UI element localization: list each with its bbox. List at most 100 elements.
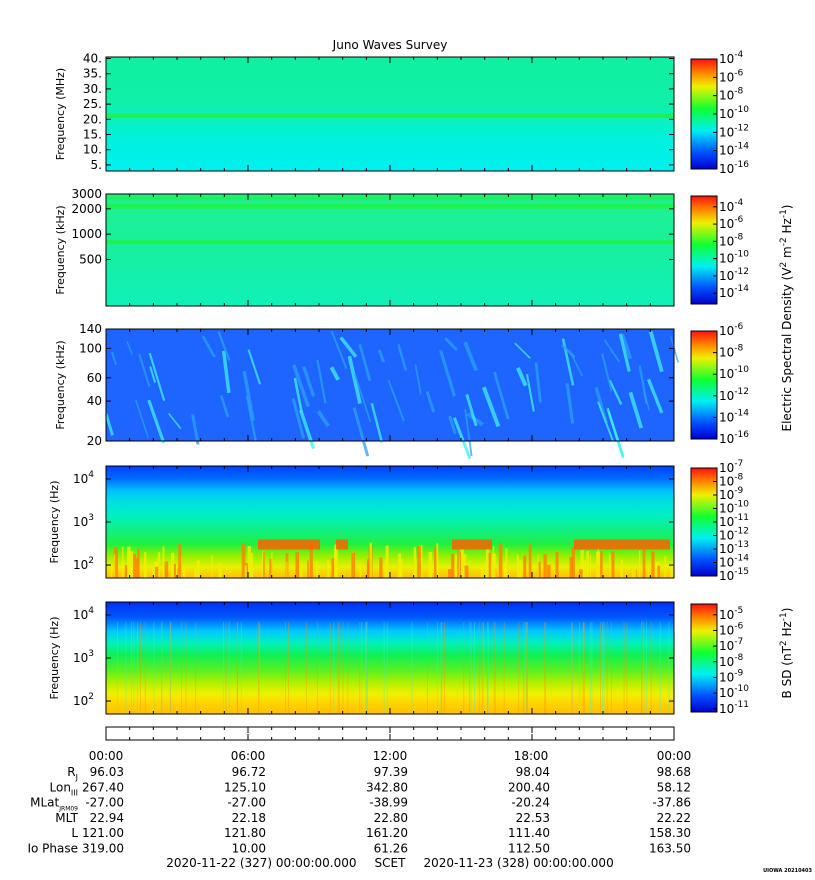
emission-streak: [149, 366, 157, 383]
ephemeris-label: RJ: [67, 765, 78, 782]
emission-streak: [606, 407, 625, 459]
emission-streak: [217, 331, 231, 361]
burst-mark: [335, 552, 337, 578]
y-tick-label: 102: [73, 556, 94, 572]
emission-streak: [293, 377, 303, 413]
burst-mark: [574, 539, 670, 550]
y-tick-label: 10.: [83, 143, 102, 157]
colorbar-tick-label: 10-10: [719, 684, 749, 700]
emission-streak: [370, 403, 384, 443]
burst-mark: [327, 564, 329, 578]
emission-streak: [291, 397, 306, 439]
emission-streak: [358, 343, 372, 382]
burst-mark: [137, 548, 140, 578]
burst-mark: [299, 564, 303, 578]
burst-mark: [498, 542, 503, 578]
ephemeris-label: MLT: [55, 811, 78, 825]
y-tick-label: 60: [87, 371, 102, 385]
panel-mhz: 40.35.30.25.20. 15.10.5. Frequency (MHz) 10…: [54, 50, 749, 176]
y-axis-label: Frequency (Hz): [48, 481, 61, 564]
burst-mark: [135, 557, 139, 578]
ephemeris-value: 121.80: [224, 826, 266, 840]
burst-mark: [417, 545, 421, 578]
burst-mark: [295, 552, 300, 578]
emission-streak: [201, 335, 216, 358]
colorbar-tick-label: 10-8: [719, 87, 744, 103]
burst-mark: [398, 553, 402, 578]
y-tick-label: 5.: [91, 158, 102, 172]
burst-mark: [642, 549, 646, 578]
burst-mark: [220, 569, 223, 578]
colorbar-tick-label: 10-11: [719, 513, 749, 529]
burst-mark: [454, 554, 459, 578]
burst-mark: [537, 561, 541, 578]
colorbar: [690, 195, 718, 305]
burst-mark: [399, 559, 403, 578]
emission-streak: [643, 393, 651, 411]
burst-mark: [434, 547, 437, 578]
y-axis-label: Frequency (Hz): [48, 617, 61, 700]
burst-mark: [448, 569, 452, 578]
burst-mark: [670, 564, 674, 578]
ephemeris-value: -20.24: [511, 796, 550, 810]
burst-mark: [413, 547, 417, 578]
ephemeris-value: -27.00: [85, 796, 124, 810]
scet-range: 2020-11-22 (327) 00:00:00.000 SCET 2020-11…: [166, 856, 613, 870]
ephemeris-label: Io Phase: [27, 842, 78, 856]
emission-streak: [516, 367, 528, 387]
colorbar: [690, 330, 718, 440]
burst-mark: [664, 556, 667, 578]
y-tick-label: 30.: [83, 82, 102, 96]
emission-streak: [565, 383, 575, 424]
burst-mark: [464, 565, 469, 578]
ephemeris-value: 121.00: [82, 826, 124, 840]
ephemeris-value: 22.80: [374, 811, 408, 825]
burst-mark: [152, 567, 154, 578]
emission-streak: [452, 417, 472, 460]
burst-mark: [178, 544, 182, 578]
colorbar-tick-label: 10-10: [719, 365, 749, 381]
burst-mark: [528, 543, 532, 578]
ephemeris-label: MLatJRM09: [30, 796, 78, 813]
y-tick-label: 103: [73, 513, 94, 529]
burst-mark: [175, 567, 177, 578]
colorbar-tick-label: 10-13: [719, 540, 749, 556]
emission-streak: [397, 343, 408, 371]
ephemeris-value: 161.20: [366, 826, 408, 840]
ephemeris-value: 22.18: [232, 811, 266, 825]
burst-mark: [600, 551, 603, 578]
burst-mark: [269, 558, 273, 578]
burst-mark: [485, 549, 490, 578]
ephemeris-value: 10.00: [232, 842, 266, 856]
ephemeris-value: -38.99: [369, 796, 408, 810]
colorbar-tick-label: 10-8: [719, 473, 744, 489]
ephemeris-label: L: [71, 826, 78, 840]
y-tick-label: 1000: [71, 227, 102, 241]
emission-streak: [648, 330, 664, 373]
burst-mark: [609, 554, 611, 578]
burst-mark: [385, 545, 389, 578]
emission-streak: [316, 359, 327, 404]
burst-mark: [331, 558, 335, 578]
emission-streak: [444, 337, 458, 352]
burst-mark: [244, 565, 247, 578]
burst-mark: [555, 552, 559, 578]
burst-mark: [457, 549, 459, 578]
burst-mark: [384, 559, 387, 578]
burst-mark: [459, 551, 461, 578]
ephemeris-value: 22.53: [516, 811, 550, 825]
emission-streak: [138, 353, 151, 387]
burst-mark: [286, 561, 288, 578]
ephemeris-value: 22.22: [657, 811, 691, 825]
emission-streak: [493, 371, 510, 420]
burst-mark: [164, 561, 169, 578]
colorbar-tick-label: 10-15: [719, 567, 749, 583]
time-label: 06:00: [231, 749, 266, 763]
emission-streak: [168, 413, 182, 430]
burst-mark: [122, 546, 124, 578]
ephemeris-value: 200.40: [508, 780, 550, 794]
emission-streak: [347, 355, 362, 405]
burst-mark: [369, 542, 372, 578]
burst-mark: [571, 547, 575, 578]
y-tick-label: 140: [79, 322, 102, 336]
